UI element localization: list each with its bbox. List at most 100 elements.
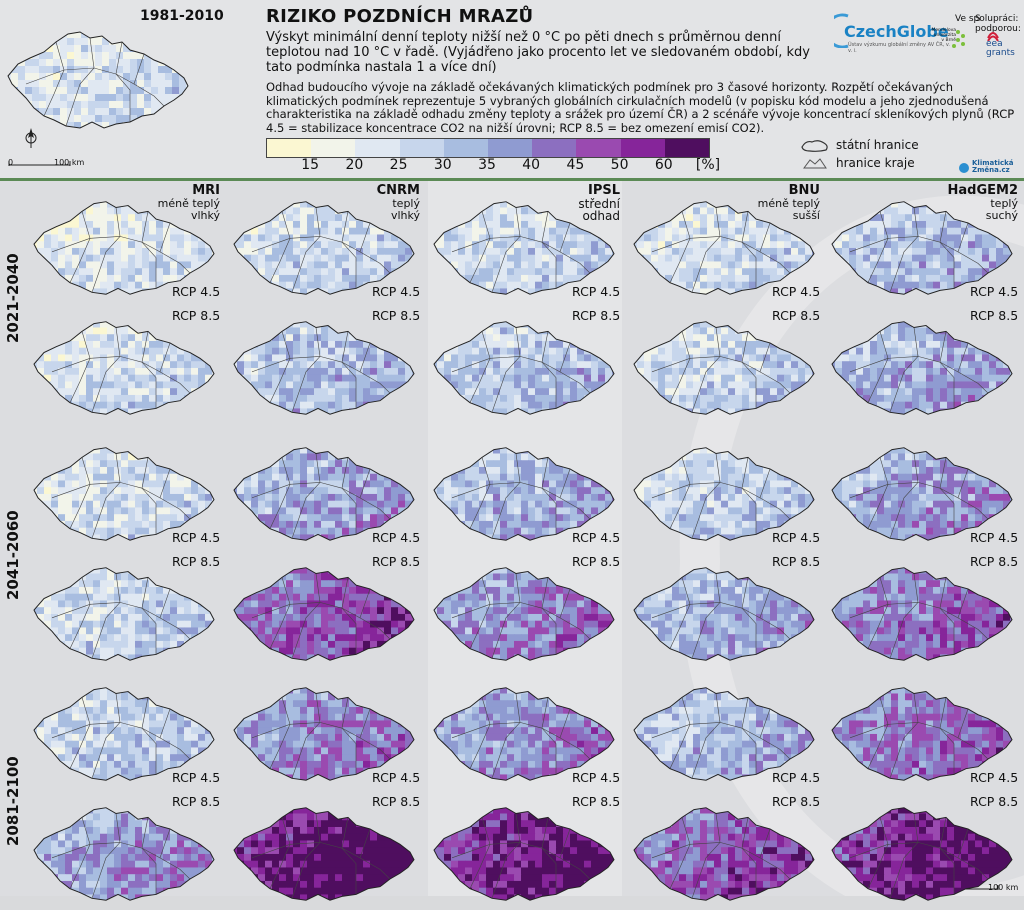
header: 1981-2010 0 100 km RIZIKO POZDNÍCH MRAZŮ… — [0, 0, 1024, 178]
colorbar-tick-label: 45 — [566, 157, 584, 173]
scenario-label: RCP 8.5 — [970, 554, 1018, 569]
model-desc-2: sušší — [720, 210, 820, 222]
scenario-label: RCP 8.5 — [772, 308, 820, 323]
colorbar-tick-label: 15 — [301, 157, 319, 173]
scenario-label: RCP 8.5 — [572, 554, 620, 569]
scenario-label: RCP 8.5 — [572, 794, 620, 809]
model-desc-2: odhad — [520, 210, 620, 222]
scenario-label: RCP 8.5 — [372, 308, 420, 323]
model-desc-2: vlhký — [120, 210, 220, 222]
scenario-label: RCP 4.5 — [172, 770, 220, 785]
map-mri-2021-2040-rcp85 — [30, 314, 220, 424]
map-cnrm-2081-2100-rcp85 — [230, 800, 420, 910]
map-ipsl-2021-2040-rcp85 — [430, 314, 620, 424]
colorbar-tick-label: 30 — [434, 157, 452, 173]
scenario-label: RCP 4.5 — [372, 530, 420, 545]
colorbar-step — [400, 139, 444, 157]
scenario-label: RCP 4.5 — [372, 284, 420, 299]
scenario-label: RCP 4.5 — [572, 770, 620, 785]
eea-grants-logo: eea grants — [980, 26, 1020, 56]
scenario-label: RCP 4.5 — [372, 770, 420, 785]
map-hadgem2-2021-2040-rcp85 — [828, 314, 1018, 424]
map-cnrm-2021-2040-rcp85 — [230, 314, 420, 424]
scenario-label: RCP 4.5 — [970, 770, 1018, 785]
model-code: BNU — [789, 183, 820, 198]
scenario-label: RCP 8.5 — [372, 794, 420, 809]
map-mri-2081-2100-rcp85 — [30, 800, 220, 910]
colorbar-tick-label: 35 — [478, 157, 496, 173]
scenario-label: RCP 8.5 — [172, 554, 220, 569]
map-bnu-2041-2060-rcp85 — [630, 560, 820, 670]
model-code: CNRM — [377, 183, 420, 198]
colorbar-tick-label: 25 — [390, 157, 408, 173]
klima-text: Klimatická Změna.cz — [972, 160, 1024, 174]
scenario-label: RCP 4.5 — [172, 530, 220, 545]
state-border-label: státní hranice — [836, 138, 919, 152]
scenario-label: RCP 4.5 — [572, 530, 620, 545]
scenario-label: RCP 8.5 — [572, 308, 620, 323]
north-arrow-icon — [24, 126, 38, 150]
subtitle: Výskyt minimální denní teploty nižší než… — [266, 30, 826, 75]
colorbar-step — [355, 139, 399, 157]
scenario-label: RCP 4.5 — [172, 284, 220, 299]
region-border-icon — [800, 156, 830, 176]
scenario-label: RCP 8.5 — [970, 308, 1018, 323]
colorbar-step — [576, 139, 620, 157]
colorbar-tick-label: 40 — [522, 157, 540, 173]
colorbar-step — [267, 139, 311, 157]
model-code: MRI — [192, 183, 220, 198]
colorbar-tick-label: [%] — [696, 157, 720, 173]
eea-text: eea grants — [986, 40, 1016, 58]
scale-zero: 0 — [8, 158, 13, 167]
scenario-label: RCP 4.5 — [772, 284, 820, 299]
scenario-label: RCP 4.5 — [572, 284, 620, 299]
colorbar-step — [488, 139, 532, 157]
colorbar-step — [311, 139, 355, 157]
scenario-label: RCP 4.5 — [970, 530, 1018, 545]
model-desc-2: vlhký — [320, 210, 420, 222]
colorbar-tick-label: 20 — [345, 157, 363, 173]
scenario-label: RCP 4.5 — [970, 284, 1018, 299]
baseline-map — [4, 24, 194, 134]
mendel-text: Mendelova univerzita v Brně — [930, 28, 956, 43]
colorbar-step — [621, 139, 665, 157]
scenario-label: RCP 8.5 — [772, 794, 820, 809]
page-title: RIZIKO POZDNÍCH MRAZŮ — [266, 6, 533, 27]
model-desc-2: suchý — [918, 210, 1018, 222]
scale-hundred: 100 km — [54, 158, 84, 167]
scenario-label: RCP 8.5 — [172, 308, 220, 323]
colorbar-step — [532, 139, 576, 157]
colorbar-tick-label: 60 — [655, 157, 673, 173]
map-mri-2041-2060-rcp85 — [30, 560, 220, 670]
scenario-label: RCP 8.5 — [172, 794, 220, 809]
colorbar — [266, 138, 710, 158]
map-hadgem2-2081-2100-rcp85 — [828, 800, 1018, 910]
region-border-label: hranice kraje — [836, 156, 915, 170]
map-bnu-2081-2100-rcp85 — [630, 800, 820, 910]
period-label-2: 2041-2060 — [4, 510, 22, 600]
colorbar-tick-label: 50 — [611, 157, 629, 173]
scenario-label: RCP 8.5 — [372, 554, 420, 569]
base-period-label: 1981-2010 — [140, 8, 224, 24]
period-label-3: 2081-2100 — [4, 756, 22, 846]
model-code: IPSL — [588, 183, 620, 198]
colorbar-step — [665, 139, 709, 157]
state-border-icon — [800, 138, 830, 158]
map-hadgem2-2041-2060-rcp85 — [828, 560, 1018, 670]
scenario-label: RCP 4.5 — [772, 770, 820, 785]
scenario-label: RCP 8.5 — [970, 794, 1018, 809]
map-bnu-2021-2040-rcp85 — [630, 314, 820, 424]
map-ipsl-2081-2100-rcp85 — [430, 800, 620, 910]
description: Odhad budoucího vývoje na základě očekáv… — [266, 81, 1024, 135]
map-cnrm-2041-2060-rcp85 — [230, 560, 420, 670]
model-code: HadGEM2 — [948, 183, 1019, 198]
colorbar-step — [444, 139, 488, 157]
scale-bar: 0 100 km — [8, 152, 88, 166]
scenario-label: RCP 4.5 — [772, 530, 820, 545]
scenario-label: RCP 8.5 — [772, 554, 820, 569]
